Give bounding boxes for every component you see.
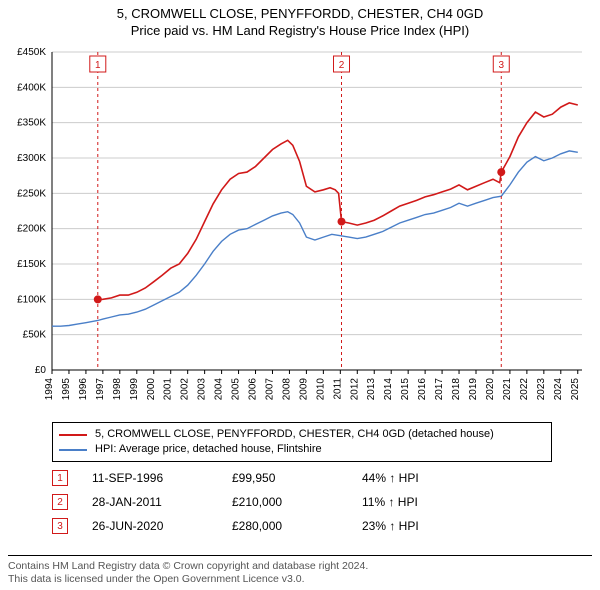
svg-text:2005: 2005 — [231, 378, 242, 401]
attribution-line1: Contains HM Land Registry data © Crown c… — [8, 560, 592, 573]
sale-date: 26-JUN-2020 — [92, 519, 232, 533]
svg-text:£150K: £150K — [17, 259, 46, 270]
svg-text:1998: 1998 — [112, 378, 123, 401]
svg-text:2019: 2019 — [468, 378, 479, 401]
svg-text:2018: 2018 — [451, 378, 462, 401]
title-block: 5, CROMWELL CLOSE, PENYFFORDD, CHESTER, … — [0, 0, 600, 38]
svg-text:1999: 1999 — [129, 378, 140, 401]
sales-table: 1 11-SEP-1996 £99,950 44% ↑ HPI 2 28-JAN… — [52, 466, 482, 538]
attribution: Contains HM Land Registry data © Crown c… — [8, 555, 592, 586]
svg-text:2008: 2008 — [281, 378, 292, 401]
svg-text:2003: 2003 — [197, 378, 208, 401]
sale-marker-2: 2 — [52, 494, 68, 510]
title-subtitle: Price paid vs. HM Land Registry's House … — [0, 23, 600, 38]
svg-text:£250K: £250K — [17, 188, 46, 199]
svg-text:1994: 1994 — [44, 378, 55, 401]
svg-text:£200K: £200K — [17, 224, 46, 235]
sale-price: £99,950 — [232, 471, 362, 485]
svg-text:2010: 2010 — [315, 378, 326, 401]
svg-text:£0: £0 — [35, 365, 47, 376]
svg-text:2011: 2011 — [332, 378, 343, 400]
svg-text:2012: 2012 — [349, 378, 360, 401]
svg-text:2020: 2020 — [485, 378, 496, 401]
svg-text:£300K: £300K — [17, 153, 46, 164]
sale-delta: 44% ↑ HPI — [362, 471, 482, 485]
svg-text:3: 3 — [498, 60, 504, 71]
svg-text:£50K: £50K — [23, 330, 47, 341]
svg-text:£100K: £100K — [17, 294, 46, 305]
svg-text:£350K: £350K — [17, 118, 46, 129]
price-chart: £0 £50K £100K £150K £200K £250K £300K £350K £400… — [8, 44, 592, 414]
sale-delta: 11% ↑ HPI — [362, 495, 482, 509]
svg-text:1995: 1995 — [61, 378, 72, 401]
sale-marker-3: 3 — [52, 518, 68, 534]
svg-text:2014: 2014 — [383, 378, 394, 401]
svg-text:1996: 1996 — [78, 378, 89, 401]
legend: 5, CROMWELL CLOSE, PENYFFORDD, CHESTER, … — [52, 422, 552, 462]
page: 5, CROMWELL CLOSE, PENYFFORDD, CHESTER, … — [0, 0, 600, 590]
legend-row-property: 5, CROMWELL CLOSE, PENYFFORDD, CHESTER, … — [59, 427, 545, 442]
sale-delta: 23% ↑ HPI — [362, 519, 482, 533]
sale-marker-1: 1 — [52, 470, 68, 486]
chart-svg: £0 £50K £100K £150K £200K £250K £300K £350K £400… — [8, 44, 592, 414]
legend-swatch-property — [59, 434, 87, 436]
svg-text:2006: 2006 — [248, 378, 259, 401]
legend-label-property: 5, CROMWELL CLOSE, PENYFFORDD, CHESTER, … — [95, 427, 494, 442]
svg-text:2023: 2023 — [536, 378, 547, 401]
legend-swatch-hpi — [59, 449, 87, 451]
svg-text:1: 1 — [95, 60, 101, 71]
svg-text:2013: 2013 — [366, 378, 377, 401]
sales-row: 2 28-JAN-2011 £210,000 11% ↑ HPI — [52, 490, 482, 514]
sales-row: 1 11-SEP-1996 £99,950 44% ↑ HPI — [52, 466, 482, 490]
svg-text:2022: 2022 — [519, 378, 530, 401]
svg-text:2021: 2021 — [502, 378, 513, 401]
svg-text:2025: 2025 — [570, 378, 581, 401]
svg-text:£400K: £400K — [17, 82, 46, 93]
svg-text:2002: 2002 — [180, 378, 191, 401]
sale-date: 28-JAN-2011 — [92, 495, 232, 509]
svg-text:2017: 2017 — [434, 378, 445, 401]
sale-price: £210,000 — [232, 495, 362, 509]
svg-text:2007: 2007 — [264, 378, 275, 401]
svg-text:2: 2 — [339, 60, 345, 71]
svg-text:£450K: £450K — [17, 47, 46, 58]
sales-row: 3 26-JUN-2020 £280,000 23% ↑ HPI — [52, 514, 482, 538]
title-address: 5, CROMWELL CLOSE, PENYFFORDD, CHESTER, … — [0, 6, 600, 21]
svg-text:2004: 2004 — [214, 378, 225, 401]
svg-text:2000: 2000 — [146, 378, 157, 401]
svg-text:2001: 2001 — [163, 378, 174, 401]
legend-row-hpi: HPI: Average price, detached house, Flin… — [59, 442, 545, 457]
svg-text:2009: 2009 — [298, 378, 309, 401]
attribution-line2: This data is licensed under the Open Gov… — [8, 573, 592, 586]
svg-text:2015: 2015 — [400, 378, 411, 401]
svg-text:2024: 2024 — [553, 378, 564, 401]
legend-label-hpi: HPI: Average price, detached house, Flin… — [95, 442, 322, 457]
sale-price: £280,000 — [232, 519, 362, 533]
svg-text:1997: 1997 — [95, 378, 106, 401]
svg-text:2016: 2016 — [417, 378, 428, 401]
sale-date: 11-SEP-1996 — [92, 471, 232, 485]
